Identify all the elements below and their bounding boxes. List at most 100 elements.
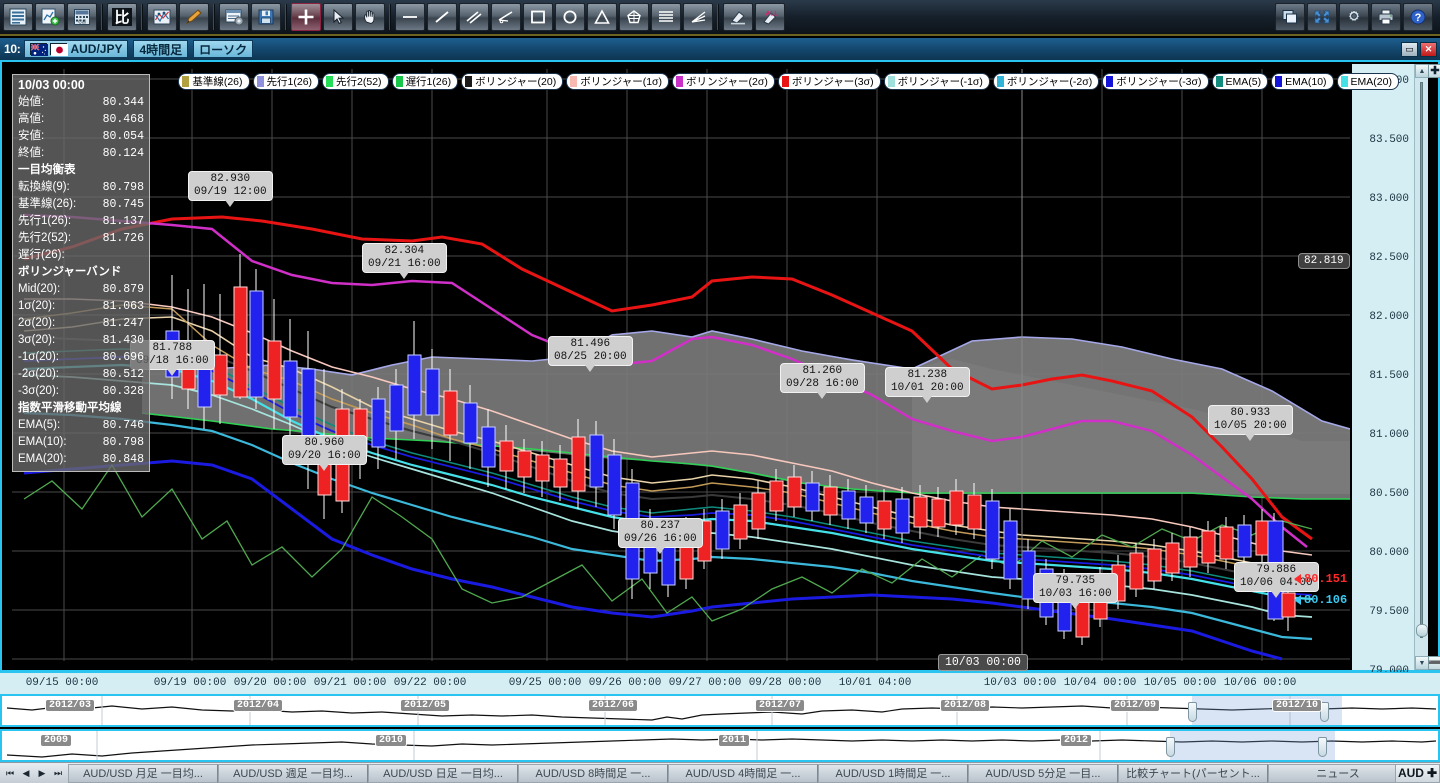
navigator-months-handle-left[interactable] [1188,702,1197,722]
zoom-in-button[interactable]: ✚ [1428,64,1440,78]
restore-button[interactable]: ▭ [1401,41,1418,57]
time-axis[interactable]: 09/15 00:00 09/19 00:00 09/20 00:00 09/21 0… [0,672,1440,694]
fullscreen-icon[interactable] [1307,3,1337,31]
price-annotation: 81.238 10/01 20:00 [885,367,970,403]
fibonacci-icon[interactable] [651,3,681,31]
new-chart-icon[interactable] [35,3,65,31]
close-button[interactable]: ✕ [1420,41,1437,57]
taskbar-currency-button[interactable]: AUD ✚ [1394,763,1440,783]
ichimoku-header: 一目均衡表 [18,164,76,176]
legend-item[interactable]: 先行2(52) [322,73,389,90]
taskbar-item[interactable]: AUD/USD 日足 一目均... [368,763,518,783]
navigator-years-selection[interactable] [1170,731,1335,760]
symbol-selector[interactable]: AUD/JPY [24,40,129,58]
list-icon[interactable] [3,3,33,31]
hand-icon[interactable] [355,3,385,31]
eraser-icon[interactable] [723,3,753,31]
taskbar-item[interactable]: 比較チャート(パーセント... [1118,763,1268,783]
help-icon[interactable]: ? [1403,3,1433,31]
taskbar-item[interactable]: AUD/USD 4時間足 一... [668,763,818,783]
scroll-track[interactable] [1420,82,1423,638]
price-axis[interactable]: 84.00083.50083.00082.50082.00081.50081.0… [1352,64,1414,677]
circle-icon[interactable] [555,3,585,31]
bid-value: 80.151 [1304,572,1348,586]
taskbar-item[interactable]: ニュース [1268,763,1395,783]
parallel-lines-icon[interactable] [459,3,489,31]
info-ema-row: EMA(20): 80.848 [13,451,149,468]
erase-all-icon[interactable]: ALL [755,3,785,31]
rectangle-icon[interactable] [523,3,553,31]
indicator-icon[interactable] [147,3,177,31]
navigator-years-handle-left[interactable] [1166,737,1175,757]
print-icon[interactable] [1371,3,1401,31]
annotation-price: 81.496 [570,338,611,350]
chart-plot-area[interactable]: 82.930 09/19 12:00 82.304 09/21 16:00 81.788… [12,69,1350,661]
taskbar-nav-button[interactable]: ▶ [38,767,46,778]
pencil-icon[interactable] [179,3,209,31]
navigator-years-handle-right[interactable] [1318,737,1327,757]
legend-item[interactable]: ボリンジャー(20) [461,73,564,90]
legend-item[interactable]: ボリンジャー(-2σ) [992,73,1100,90]
info-bollinger-group: Mid(20): 80.879 1σ(20): 81.063 2σ(20): 81.247… [13,281,149,400]
legend-item[interactable]: EMA(5) [1211,73,1269,90]
trend-line-icon[interactable] [427,3,457,31]
bollinger-minus2sigma [23,411,1313,641]
taskbar-item[interactable]: AUD/USD 5分足 一目... [968,763,1118,783]
triangle-icon[interactable] [587,3,617,31]
time-tick-label: 09/21 00:00 [313,677,387,689]
legend-color-swatch [1106,76,1114,87]
compare-icon[interactable]: 比 [107,3,137,31]
legend-item[interactable]: 先行1(26) [252,73,320,90]
horizontal-line-icon[interactable] [395,3,425,31]
legend-item[interactable]: ボリンジャー(-3σ) [1102,73,1209,90]
timeframe-selector[interactable]: 4時間足 [133,40,189,58]
taskbar-item[interactable]: AUD/USD 月足 一目均... [68,763,218,783]
calendar-icon[interactable]: Cal [67,3,97,31]
pointer-icon[interactable] [323,3,353,31]
legend-item[interactable]: ボリンジャー(3σ) [777,73,881,90]
taskbar-item[interactable]: AUD/USD 8時間足 一... [518,763,668,783]
legend-item[interactable]: ボリンジャー(-1σ) [883,73,990,90]
annotation-time: 09/21 16:00 [368,258,441,270]
taskbar-nav-button[interactable]: ◀ [22,767,30,778]
info-row-label: -1σ(20): [18,351,59,363]
navigator-months-handle-right[interactable] [1320,702,1329,722]
scroll-thumb[interactable] [1416,624,1428,637]
scroll-up-button[interactable]: ▲ [1415,64,1429,78]
chart-container[interactable]: 82.930 09/19 12:00 82.304 09/21 16:00 81.788… [0,60,1440,677]
info-bollinger-row: -1σ(20): 80.696 [13,349,149,366]
info-bollinger-row: Mid(20): 80.879 [13,281,149,298]
navigator-months[interactable]: 2012/03 2012/04 2012/05 2012/06 2012/07 2012/… [0,694,1440,727]
legend-item[interactable]: EMA(20) [1336,73,1399,90]
fan-line-icon[interactable] [683,3,713,31]
legend-label: ボリンジャー(2σ) [686,76,768,88]
legend-label: ボリンジャー(-2σ) [1006,76,1093,88]
save-icon[interactable] [251,3,281,31]
polygon-icon[interactable] [619,3,649,31]
scroll-down-button[interactable]: ▼ [1415,656,1429,670]
legend-item[interactable]: ボリンジャー(1σ) [566,73,670,90]
charttype-selector[interactable]: ローソク [193,40,254,58]
legend-item[interactable]: EMA(10) [1271,73,1334,90]
legend-item[interactable]: ボリンジャー(2σ) [672,73,775,90]
right-price-tag: 82.819 [1298,253,1350,269]
crosshair-icon[interactable] [291,3,321,31]
price-annotation: 79.735 10/03 16:00 [1033,573,1118,609]
annotation-time: 08/25 20:00 [554,351,627,363]
legend-item[interactable]: 基準線(26) [178,73,250,90]
taskbar-item[interactable]: AUD/USD 1時間足 一... [818,763,968,783]
legend-item[interactable]: 遅行1(26) [391,73,459,90]
settings-chart-icon[interactable] [219,3,249,31]
gear-icon[interactable] [1339,3,1369,31]
vertical-scrollbar[interactable]: ▲ ▼ [1414,64,1429,670]
windows-icon[interactable] [1275,3,1305,31]
taskbar-nav-button[interactable]: ⏭ [53,767,63,778]
info-ohlc-group: 始値: 80.344 高値: 80.468 安値: 80.054 終値: 80.124 [13,94,149,162]
zoom-out-button[interactable]: ➖ [1428,656,1440,670]
taskbar-nav-button[interactable]: ⏮ [5,767,15,778]
info-row-value: 80.468 [102,113,144,126]
taskbar-item[interactable]: AUD/USD 週足 一目均... [218,763,368,783]
navigator-years[interactable]: 2009 2010 2011 2012 [0,729,1440,762]
angle-line-icon[interactable] [491,3,521,31]
ask-arrow-icon [1294,595,1301,605]
